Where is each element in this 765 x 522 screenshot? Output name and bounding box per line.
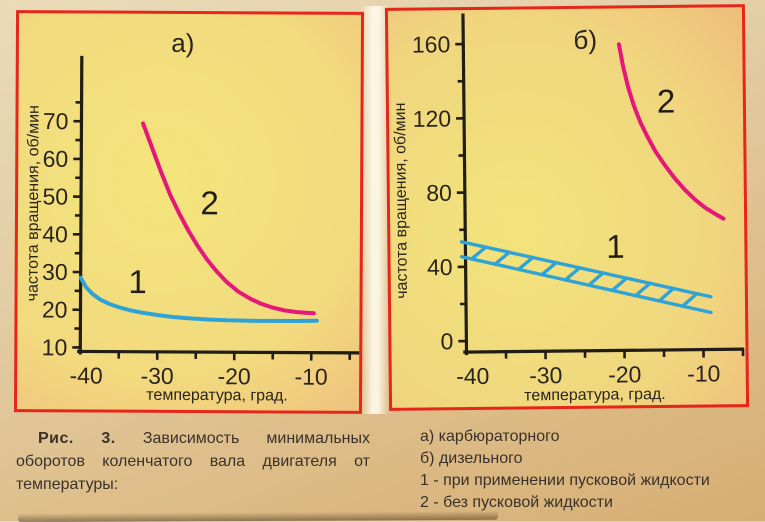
svg-text:-30: -30 [140,363,173,389]
svg-text:-40: -40 [456,363,490,389]
svg-text:частота вращения, об/мин: частота вращения, об/мин [25,105,43,301]
legend-line-b: б) дизельного [420,448,755,470]
page-edge-shadow [18,511,498,522]
chart-panel-a: 10 20 30 40 50 60 70 -40 -30 -20 -10 а) температура,… [14,10,364,414]
svg-text:60: 60 [43,146,69,172]
figure-caption: Рис. 3. Зависимость минимальных оборотов… [16,427,370,496]
svg-text:1: 1 [606,228,625,265]
svg-text:160: 160 [412,31,451,57]
svg-text:-20: -20 [217,363,250,389]
figure-caption-label: Рис. 3. [38,430,116,447]
svg-text:-10: -10 [294,364,327,390]
svg-text:2: 2 [657,82,676,119]
legend-line-1: 1 - при применении пусковой жидкости [420,470,755,492]
svg-text:-30: -30 [529,362,563,388]
legend-line-a: а) карбюраторного [420,426,755,448]
svg-text:80: 80 [426,180,452,206]
svg-text:10: 10 [42,334,68,360]
svg-text:50: 50 [42,183,68,209]
svg-text:120: 120 [413,105,452,131]
svg-text:б): б) [573,25,597,55]
svg-text:1: 1 [128,263,147,300]
svg-text:30: 30 [42,259,68,285]
figure-legend: а) карбюраторного б) дизельного 1 - при … [420,426,755,514]
svg-text:40: 40 [42,221,68,247]
svg-text:температура, град.: температура, град. [146,387,288,405]
svg-text:20: 20 [42,297,68,323]
chart-a: 10 20 30 40 50 60 70 -40 -30 -20 -10 а) температура,… [17,13,361,411]
svg-text:-20: -20 [608,361,642,387]
svg-text:2: 2 [200,184,219,221]
svg-text:а): а) [171,28,194,58]
svg-text:40: 40 [427,254,453,280]
svg-text:частота вращения, об/мин: частота вращения, об/мин [392,103,411,299]
svg-text:температура, град.: температура, град. [524,386,666,404]
chart-b: 0 40 80 120 160 -40 -30 -20 -10 б) температура, гр… [388,7,746,408]
svg-text:-40: -40 [69,362,102,388]
svg-text:-10: -10 [687,360,721,386]
chart-panel-b: 0 40 80 120 160 -40 -30 -20 -10 б) температура, гр… [385,4,749,411]
svg-text:70: 70 [43,108,69,134]
svg-text:0: 0 [440,328,453,354]
